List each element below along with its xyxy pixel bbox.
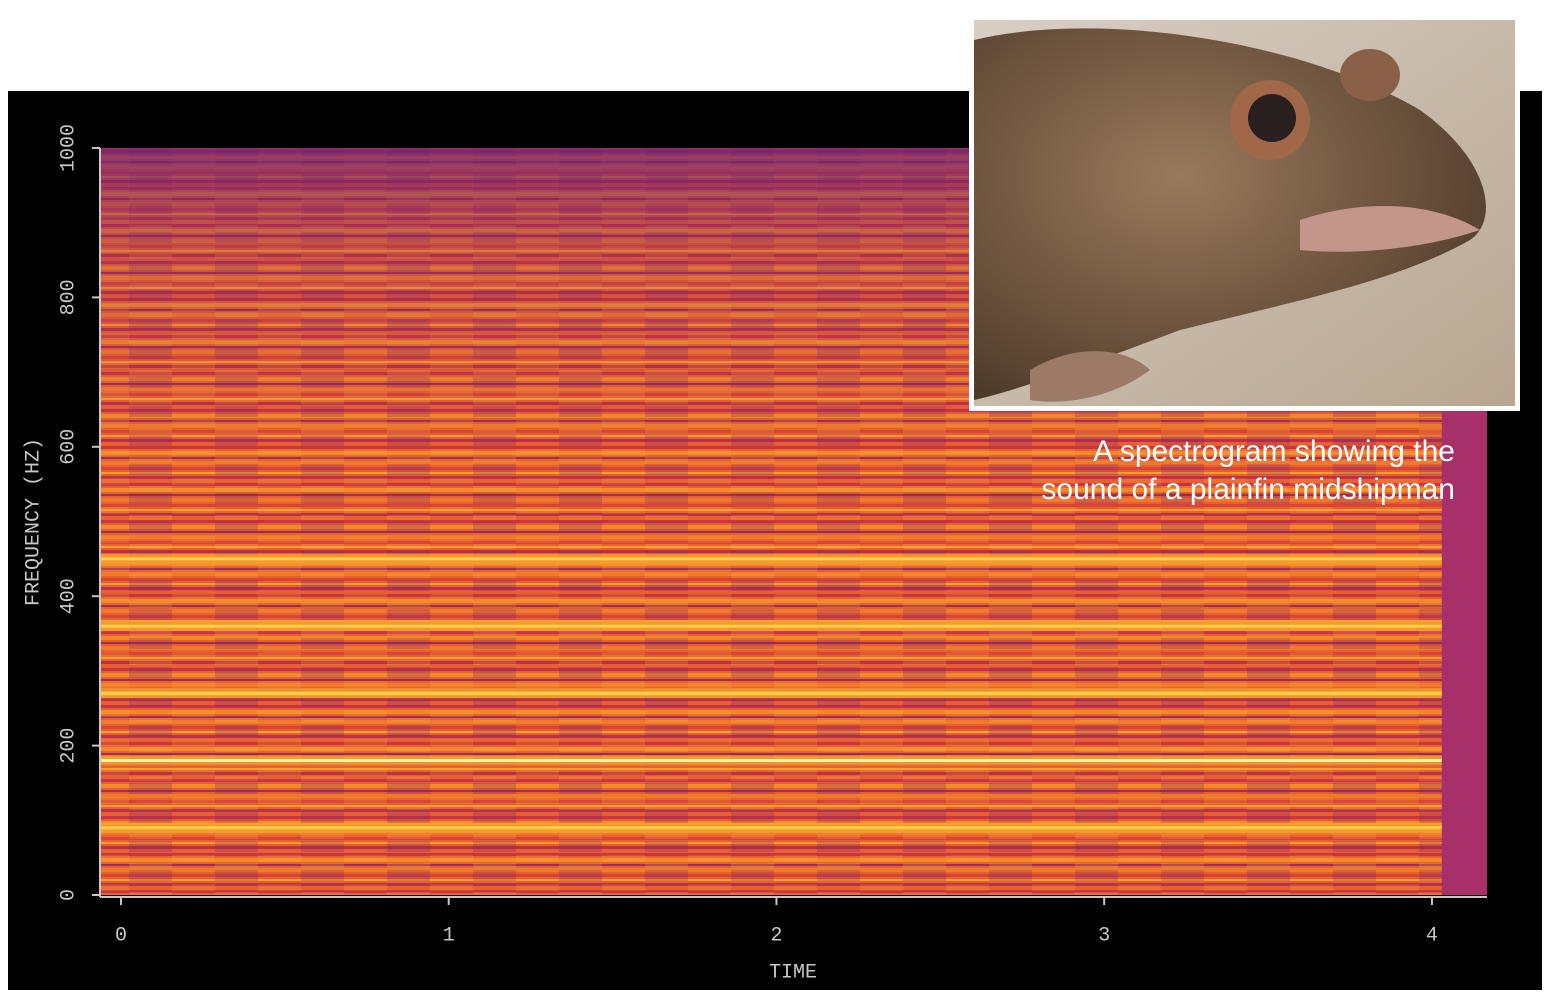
y-tick-label: 0: [57, 889, 80, 901]
x-tick-label: 1: [443, 924, 455, 947]
x-tick-label: 2: [770, 924, 782, 947]
fish-fin: [1340, 49, 1400, 101]
x-axis-label: TIME: [769, 961, 817, 984]
y-axis-label: FREQUENCY (HZ): [22, 438, 45, 606]
fish-fin: [1030, 351, 1150, 402]
annotation: A spectrogram showing the: [1093, 435, 1455, 468]
x-tick-label: 3: [1098, 924, 1110, 947]
fish-mouth: [1300, 206, 1480, 252]
y-tick-label: 200: [57, 728, 80, 764]
x-tick-label: 4: [1426, 924, 1438, 947]
y-tick-label: 800: [57, 279, 80, 315]
fish-pupil: [1248, 94, 1296, 142]
y-tick-label: 400: [57, 578, 80, 614]
fish-head: [974, 28, 1486, 400]
y-tick-label: 1000: [57, 124, 80, 172]
y-tick-label: 600: [57, 429, 80, 465]
x-tick-label: 0: [115, 924, 127, 947]
photo: [969, 15, 1520, 411]
annotation: sound of a plainfin midshipman: [1041, 473, 1455, 506]
